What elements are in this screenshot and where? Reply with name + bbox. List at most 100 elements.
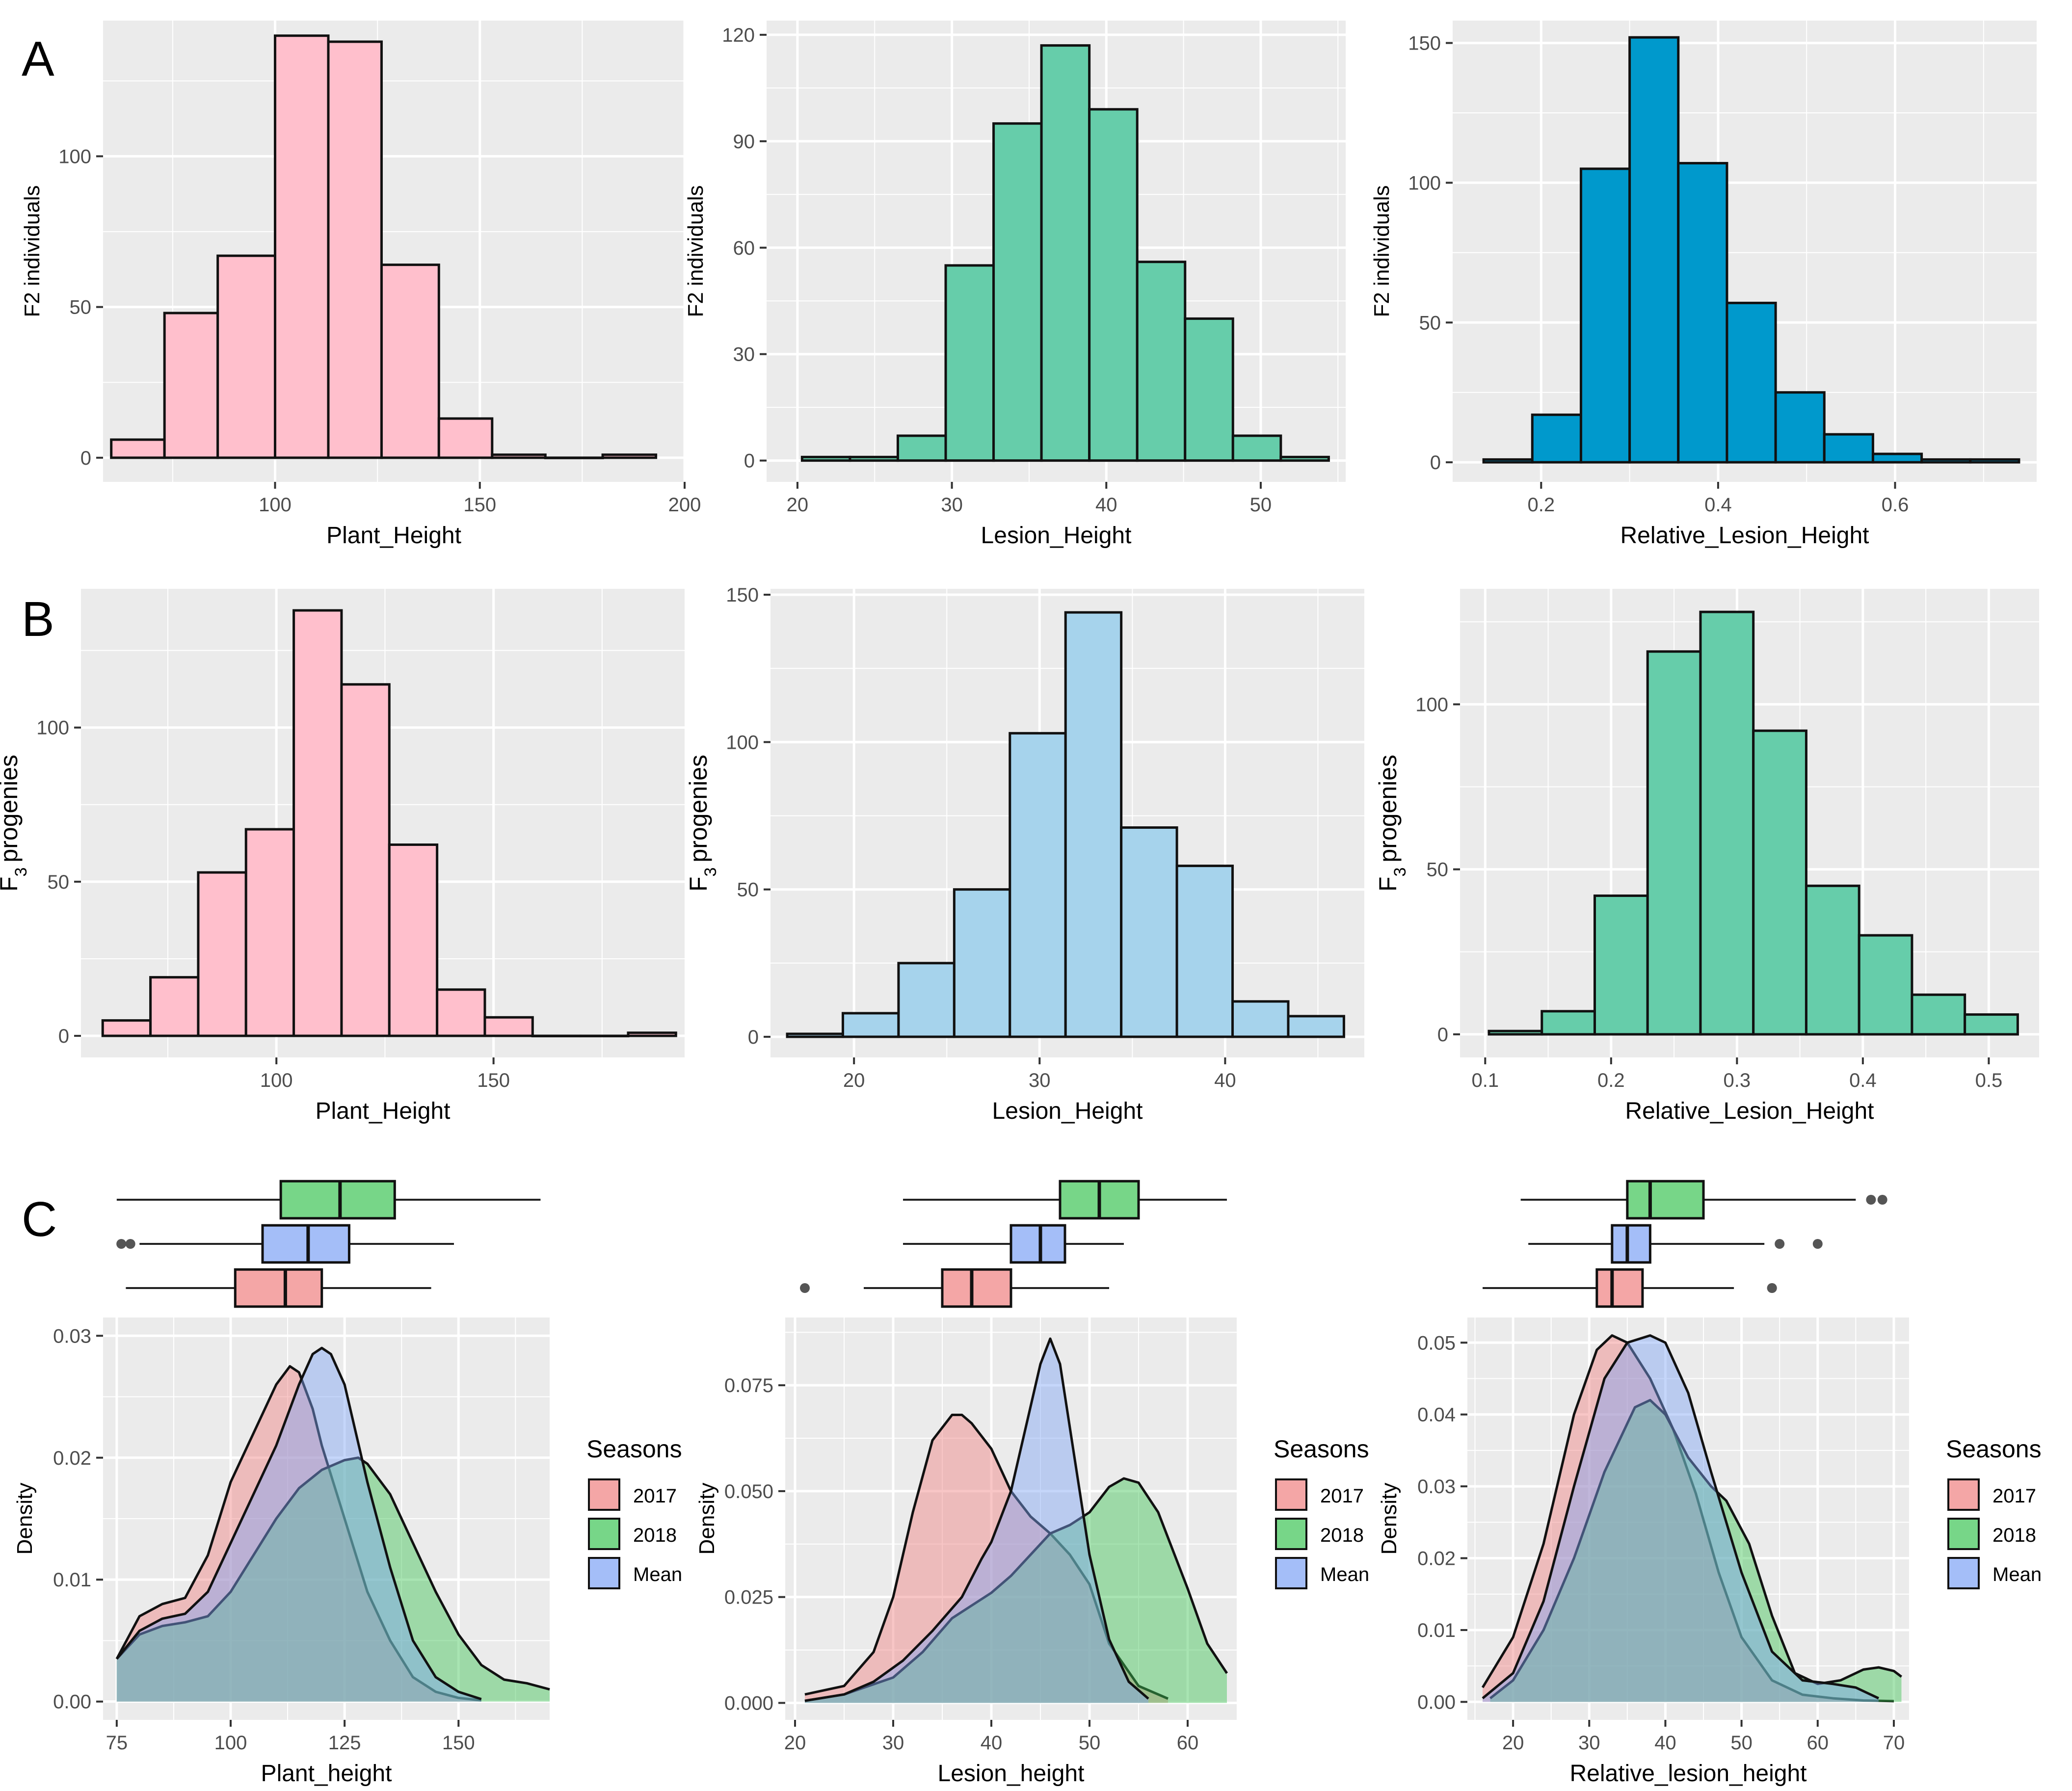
legend-key-mean	[588, 1557, 620, 1589]
y-tick-label: 0.00	[1417, 1691, 1456, 1713]
histogram-bar	[1858, 934, 1913, 1036]
y-tick-label: 0.05	[1417, 1332, 1456, 1354]
y-tick-label: 50	[70, 297, 92, 318]
y-tick-label: 0.000	[724, 1692, 773, 1714]
y-tick-label: 0.025	[724, 1587, 773, 1608]
boxplot-box	[234, 1268, 323, 1308]
histogram-bar	[841, 1012, 900, 1038]
x-axis-title: Lesion_Height	[992, 1098, 1143, 1124]
histogram-bar	[601, 453, 658, 459]
chart-a2: 20 30 40 50 0 30 60 90 120 Lesion_Height F2 indivi…	[684, 21, 1346, 549]
x-axis-title: Plant_Height	[316, 1098, 451, 1124]
y-tick-label: 150	[726, 584, 759, 606]
panel-label-b: B	[22, 592, 54, 647]
x-axis-title: Plant_height	[261, 1761, 392, 1787]
chart-a3: 0.2 0.4 0.6 0 50 100 150 Relative_Lesion_Height…	[1370, 21, 2037, 549]
y-axis-title: F3 progenies	[685, 755, 720, 892]
x-tick-label: 0.1	[1471, 1070, 1499, 1091]
y-tick-label: 0	[748, 1027, 759, 1048]
y-tick-label: 30	[733, 344, 755, 366]
x-tick-label: 125	[328, 1732, 361, 1754]
histogram-bar	[1579, 167, 1631, 464]
density-area-2018	[1490, 1400, 1902, 1702]
boxplot-box	[1626, 1180, 1705, 1220]
legend-label-2018: 2018	[1992, 1525, 2036, 1546]
legend: Seasons 2017 2018 Mean	[586, 1435, 682, 1589]
chart-c2: Seasons 2017 2018 Mean 20 30 40 50 60 0.000 0.025 0…	[695, 1180, 1369, 1787]
histogram-bar	[273, 34, 330, 459]
histogram-bar	[1774, 391, 1826, 464]
y-axis-title: F3 progenies	[0, 755, 30, 892]
density-area-2017	[805, 1415, 1168, 1703]
y-tick-label: 0	[744, 450, 755, 472]
histogram-bar	[1231, 434, 1282, 462]
histogram-bar	[1964, 1013, 2019, 1036]
y-axis-title: F2 individuals	[684, 185, 708, 317]
y-axis-title-letter: F	[1374, 876, 1402, 892]
x-axis-title: Lesion_height	[938, 1761, 1085, 1787]
y-axis-title-group: F2 individuals	[20, 185, 44, 317]
y-tick-label: 0.03	[1417, 1476, 1456, 1498]
y-axis-title-rest: progenies	[685, 755, 712, 863]
x-tick-label: 50	[1250, 494, 1272, 516]
histogram-bar	[1136, 261, 1187, 462]
histogram-bar	[1920, 458, 1972, 464]
density-line-2018	[116, 1456, 550, 1691]
histogram-bar	[101, 1019, 152, 1037]
x-tick-label: 150	[442, 1732, 475, 1754]
legend-label-2017: 2017	[633, 1485, 677, 1507]
y-tick-label: 50	[48, 871, 70, 893]
boxplot-2018	[903, 1180, 1227, 1220]
histogram-bar	[1482, 458, 1534, 464]
histogram-bar	[1040, 44, 1091, 462]
plot-background	[1467, 1317, 1909, 1720]
density-line-2017	[115, 1365, 481, 1702]
histogram-bar	[149, 976, 200, 1037]
histogram-bar	[1823, 433, 1874, 464]
legend: Seasons 2017 2018 Mean	[1946, 1435, 2042, 1589]
x-axis-title: Relative_Lesion_Height	[1620, 523, 1869, 549]
boxplot-2017	[800, 1268, 1109, 1308]
legend-title: Seasons	[1274, 1435, 1369, 1463]
x-axis-title: Lesion_Height	[981, 523, 1132, 549]
histogram-bar	[849, 455, 899, 462]
x-tick-label: 30	[941, 494, 963, 516]
x-tick-label: 40	[1095, 494, 1117, 516]
histogram-bar	[1541, 1010, 1596, 1036]
y-tick-label: 0.01	[53, 1569, 91, 1591]
histogram-bar	[1120, 826, 1178, 1038]
boxplot-mean	[903, 1224, 1124, 1264]
histogram-bar	[437, 417, 494, 459]
y-axis-title-subscript: 3	[701, 868, 720, 877]
y-axis-title: Density	[1377, 1483, 1401, 1555]
histogram-bar	[944, 264, 995, 462]
histogram-bar	[216, 254, 276, 459]
chart-a1: 100 150 200 0 50 100 Plant_Height F2 individual…	[20, 21, 701, 549]
histogram-bar	[340, 683, 391, 1037]
y-tick-label: 60	[733, 237, 755, 259]
x-tick-label: 75	[106, 1732, 128, 1754]
histogram-bar	[1646, 650, 1702, 1036]
histogram-bar	[627, 1031, 677, 1037]
x-tick-label: 0.4	[1849, 1070, 1877, 1091]
density-line-2017	[804, 1414, 1169, 1700]
boxplot-2018	[116, 1180, 541, 1220]
y-tick-label: 100	[1408, 172, 1441, 194]
histogram-bar	[491, 453, 547, 459]
x-tick-label: 20	[787, 494, 809, 516]
legend-key-2018	[1947, 1518, 1980, 1550]
x-tick-label: 60	[1807, 1732, 1829, 1754]
legend-label-mean: Mean	[633, 1564, 682, 1585]
x-tick-label: 100	[260, 1070, 293, 1091]
histogram-bar	[436, 988, 486, 1037]
y-tick-label: 150	[1408, 33, 1441, 54]
histogram-bar	[1628, 36, 1680, 464]
histogram-bar	[1088, 108, 1139, 462]
y-tick-label: 120	[722, 25, 755, 46]
y-axis-title-letter: F	[0, 876, 23, 892]
x-tick-label: 20	[784, 1732, 806, 1754]
histogram-bar	[380, 263, 440, 459]
boxplot-mean	[116, 1224, 454, 1264]
y-axis-title-group: F3 progenies	[0, 755, 30, 892]
x-tick-label: 60	[1177, 1732, 1199, 1754]
